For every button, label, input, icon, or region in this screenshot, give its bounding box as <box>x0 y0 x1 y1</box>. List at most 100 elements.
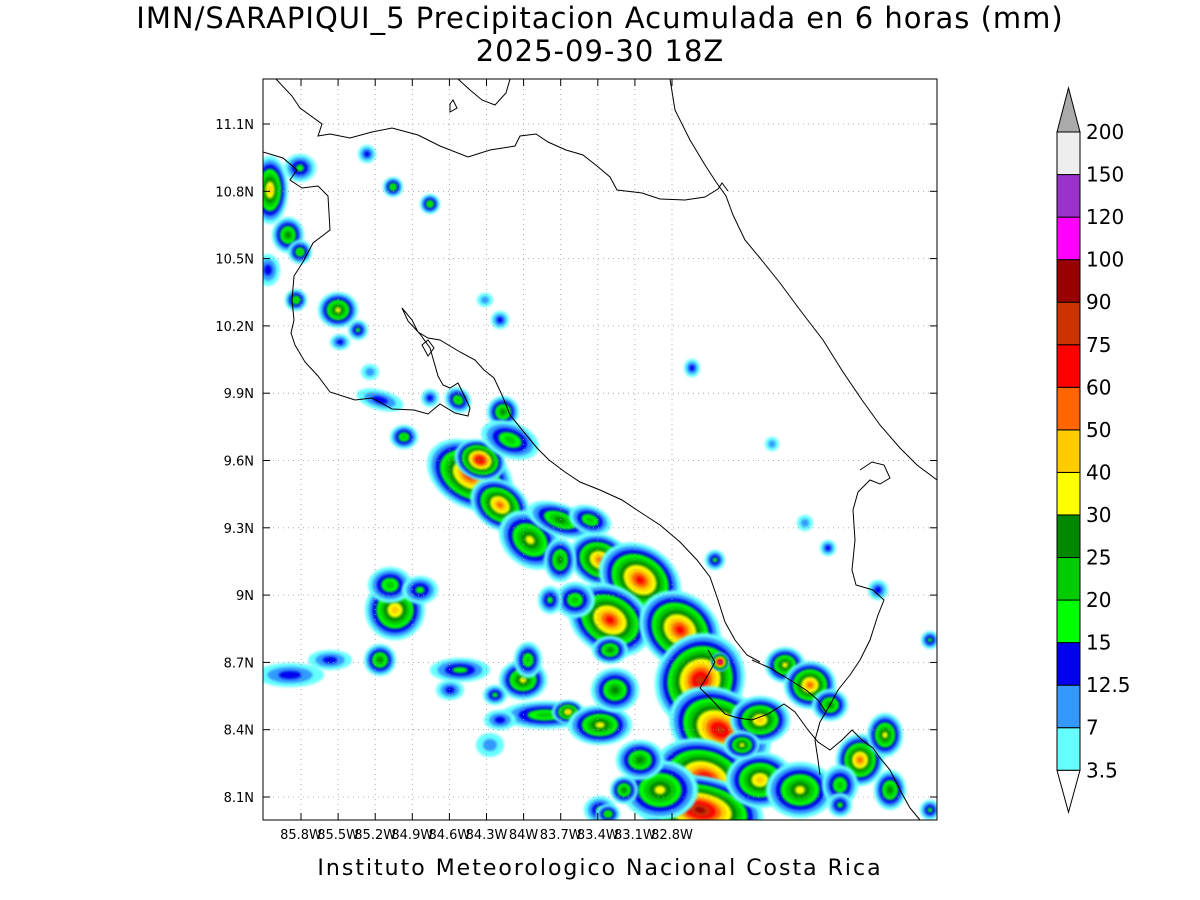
map-subtitle-datetime: 2025-09-30 18Z <box>475 34 725 68</box>
precip-cell <box>868 580 888 600</box>
lon-tick-label: 85.8W <box>280 828 322 843</box>
precip-cell <box>348 320 368 340</box>
precip-cell <box>555 582 595 618</box>
colorbar-label: 25 <box>1086 546 1111 570</box>
precip-cell <box>288 240 312 264</box>
lat-tick-label: 10.5N <box>215 253 254 268</box>
lat-tick-label: 11.1N <box>215 118 254 133</box>
precip-cell <box>284 154 316 182</box>
colorbar-swatch <box>1056 216 1081 261</box>
lon-tick-label: 85.2W <box>354 828 396 843</box>
precip-cell <box>711 653 729 671</box>
precip-cell <box>481 420 539 460</box>
lon-tick-label: 82.8W <box>651 828 693 843</box>
colorbar-swatch <box>1056 471 1081 516</box>
colorbar-label: 90 <box>1086 290 1111 314</box>
precip-cell <box>822 765 858 805</box>
nicaragua-lake-shore <box>275 79 729 201</box>
lat-tick-label: 10.2N <box>215 320 254 335</box>
colorbar-swatch <box>1056 727 1081 771</box>
precip-cell <box>730 696 790 744</box>
colorbar-swatch <box>1056 259 1081 303</box>
colorbar-swatch <box>1056 344 1081 388</box>
precip-cell <box>402 576 438 604</box>
pacific-coast-nicoya <box>263 151 761 663</box>
precip-cell <box>797 515 813 531</box>
precip-cell <box>828 793 852 817</box>
precip-cell <box>368 567 412 603</box>
precip-cell <box>591 668 639 712</box>
colorbar-label: 100 <box>1086 248 1124 272</box>
precip-cell <box>724 731 760 759</box>
precipitation-field <box>263 145 937 820</box>
lon-tick-label: 83.1W <box>614 828 656 843</box>
precip-cell <box>358 145 376 163</box>
precip-cell <box>285 289 307 311</box>
colorbar-swatch <box>1056 131 1081 176</box>
precip-cell <box>684 359 700 377</box>
colorbar-swatch <box>1056 386 1081 431</box>
precip-cell <box>596 804 620 820</box>
precip-cell <box>356 388 404 412</box>
precip-cell <box>765 437 779 451</box>
precip-cell <box>705 550 725 570</box>
lon-tick-label: 85.5W <box>317 828 359 843</box>
lat-tick-label: 10.8N <box>215 185 254 200</box>
lon-tick-label: 84.3W <box>466 828 508 843</box>
lon-tick-label: 84.6W <box>428 828 470 843</box>
precip-cell <box>383 177 403 197</box>
lon-tick-label: 83.4W <box>577 828 619 843</box>
precip-cell <box>514 642 542 678</box>
colorbar-label: 30 <box>1086 503 1111 527</box>
colorbar-swatch <box>1056 174 1081 218</box>
colorbar-label: 15 <box>1086 631 1111 655</box>
precip-cell <box>616 740 664 780</box>
coastline-borders <box>263 79 937 820</box>
colorbar-label: 120 <box>1086 205 1124 229</box>
precip-cell <box>272 217 304 253</box>
precip-cell <box>484 710 516 730</box>
colorbar-min-arrow <box>1056 769 1081 815</box>
caribbean-coast <box>669 79 937 481</box>
precip-cell <box>544 538 576 582</box>
precip-cell <box>421 389 439 407</box>
lon-tick-label: 83.7W <box>540 828 582 843</box>
colorbar-label: 7 <box>1086 716 1099 740</box>
colorbar-legend: 3.5 7 12.5 15 20 25 30 40 50 60 75 90 100 120 150 200 <box>1056 86 1131 815</box>
colorbar-label: 60 <box>1086 375 1111 399</box>
small-island-north <box>449 99 458 113</box>
precip-cell <box>444 387 472 413</box>
colorbar-swatch <box>1056 301 1081 346</box>
precip-cell <box>491 311 509 329</box>
precip-cell <box>390 425 418 449</box>
colorbar-swatch <box>1056 557 1081 601</box>
precip-cell <box>568 705 632 745</box>
footer-credit: Instituto Meteorologico Nacional Costa R… <box>317 856 883 881</box>
lon-tick-label: 84W <box>509 828 539 843</box>
colorbar-label: 40 <box>1086 460 1111 484</box>
precip-cell <box>592 636 628 664</box>
precip-cell <box>477 293 493 307</box>
colorbar-swatch <box>1056 599 1081 644</box>
coast-inlet-east <box>751 659 827 713</box>
precip-cell <box>726 752 794 808</box>
precip-cell <box>364 644 396 676</box>
precip-cell <box>263 254 280 286</box>
colorbar-label: 150 <box>1086 163 1124 187</box>
colorbar-label: 200 <box>1086 120 1124 144</box>
precip-cell <box>430 658 490 682</box>
precip-cell <box>263 663 324 687</box>
precip-cell <box>330 334 350 350</box>
map-title: IMN/SARAPIQUI_5 Precipitacion Acumulada … <box>136 1 1064 35</box>
colorbar-label: 12.5 <box>1086 673 1131 697</box>
precip-cell <box>921 631 937 649</box>
precip-cell <box>483 685 507 705</box>
colorbar-label: 50 <box>1086 418 1111 442</box>
precip-cell <box>487 396 519 428</box>
colorbar-label: 20 <box>1086 588 1111 612</box>
lat-tick-label: 9.6N <box>224 455 254 470</box>
colorbar-label: 75 <box>1086 333 1111 357</box>
lat-tick-label: 8.4N <box>224 724 254 739</box>
